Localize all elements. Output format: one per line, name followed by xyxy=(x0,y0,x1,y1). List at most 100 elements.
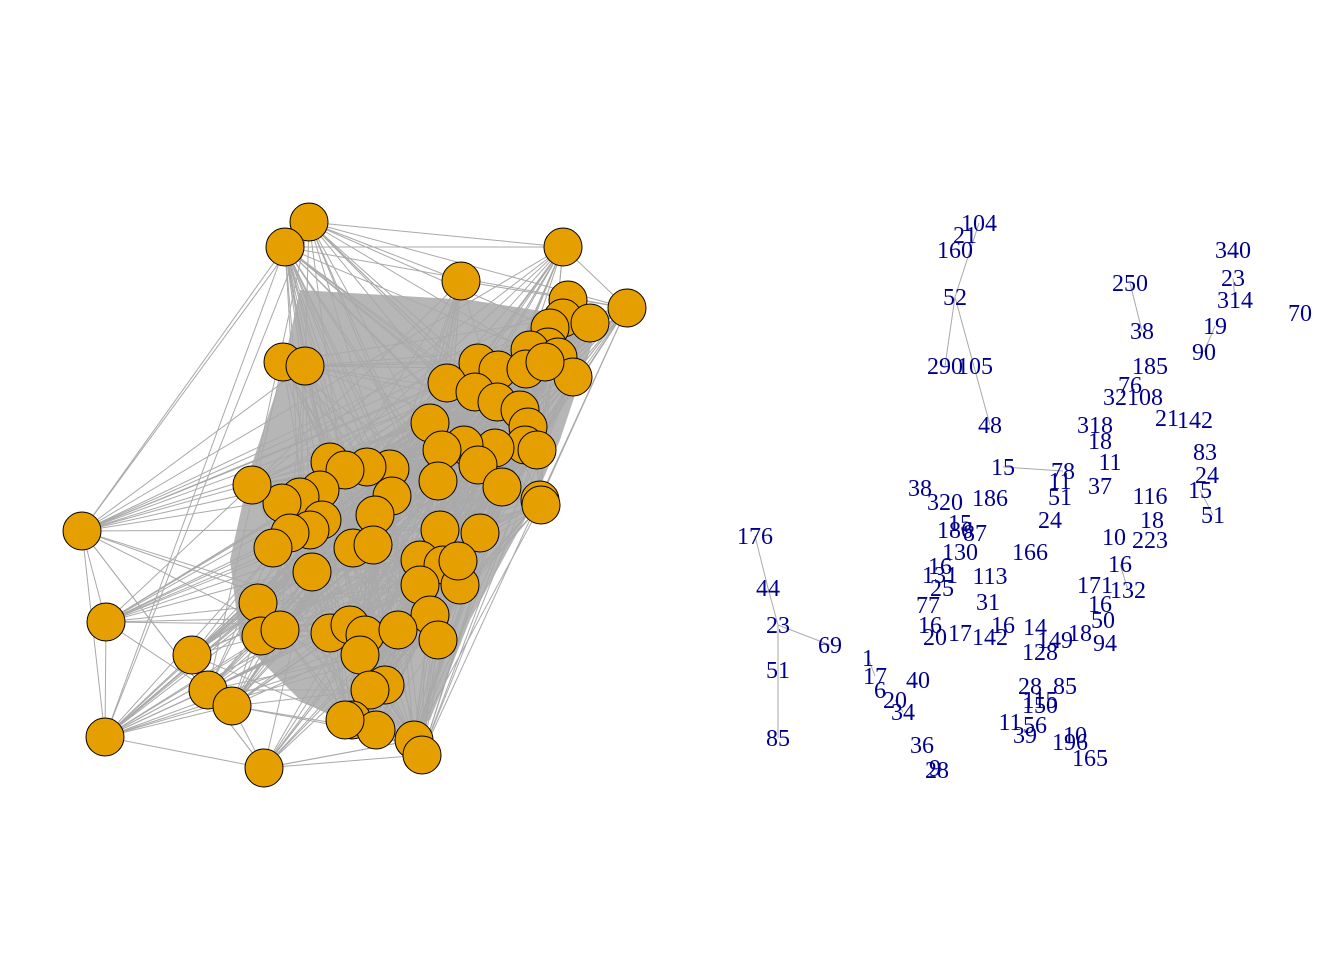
node-label: 31 xyxy=(976,590,1000,616)
edge xyxy=(81,530,265,769)
node-label: 83 xyxy=(1193,440,1217,466)
graph-node xyxy=(62,511,102,551)
node-label: 39 xyxy=(1013,723,1037,749)
node-label: 15 xyxy=(991,455,1015,481)
node-label: 16 xyxy=(1108,552,1132,578)
node-label: 24 xyxy=(1038,508,1062,534)
node-label: 128 xyxy=(1022,640,1058,666)
node-label: 186 xyxy=(937,518,973,544)
graph-node xyxy=(289,202,329,242)
node-label: 16 xyxy=(1088,592,1112,618)
node-label: 23 xyxy=(1221,266,1245,292)
node-label: 131 xyxy=(922,563,958,589)
node-label: 105 xyxy=(957,354,993,380)
graph-node xyxy=(232,465,272,505)
graph-node xyxy=(172,635,212,675)
edge xyxy=(539,307,628,501)
graph-node xyxy=(438,541,478,581)
graph-node xyxy=(441,261,481,301)
node-label: 85 xyxy=(766,726,790,752)
node-label: 16 xyxy=(918,613,942,639)
left-graph-nodes xyxy=(62,202,647,788)
graph-node xyxy=(85,717,125,757)
node-label: 76 xyxy=(1118,373,1142,399)
edge xyxy=(767,587,779,626)
node-label: 94 xyxy=(1093,631,1117,657)
node-label: 132 xyxy=(1110,578,1146,604)
graph-node xyxy=(525,342,565,382)
node-label: 10 xyxy=(1063,723,1087,749)
node-label: 18 xyxy=(1068,621,1092,647)
node-label: 160 xyxy=(937,238,973,264)
graph-node xyxy=(86,602,126,642)
node-label: 171 xyxy=(1077,573,1113,599)
node-label: 108 xyxy=(1127,385,1163,411)
graph-node xyxy=(350,670,390,710)
edge xyxy=(1199,489,1214,516)
node-label: 77 xyxy=(916,593,940,619)
graph-node xyxy=(285,346,325,386)
graph-node xyxy=(244,748,284,788)
node-label: 130 xyxy=(942,540,978,566)
node-label: 28 xyxy=(925,758,949,784)
node-label: 165 xyxy=(1072,746,1108,772)
node-label: 56 xyxy=(1023,713,1047,739)
graph-node xyxy=(260,610,300,650)
node-label: 18 xyxy=(1088,429,1112,455)
node-label: 149 xyxy=(1037,628,1073,654)
node-label: 142 xyxy=(1177,408,1213,434)
edge xyxy=(1002,466,1064,472)
node-label: 90 xyxy=(1192,340,1216,366)
node-label: 11 xyxy=(998,710,1021,736)
edge xyxy=(263,754,423,769)
edge xyxy=(1203,325,1216,353)
node-label: 20 xyxy=(923,625,947,651)
node-label: 87 xyxy=(963,521,987,547)
node-label: 85 xyxy=(1053,674,1077,700)
node-label: 185 xyxy=(1132,354,1168,380)
graph-node xyxy=(340,635,380,675)
node-label: 15 xyxy=(948,511,972,537)
node-label: 115 xyxy=(1022,688,1057,714)
node-label: 116 xyxy=(1132,484,1167,510)
node-label: 36 xyxy=(910,733,934,759)
edge xyxy=(104,705,233,738)
node-label: 320 xyxy=(927,490,963,516)
graph-node xyxy=(570,303,610,343)
edge xyxy=(263,739,415,769)
node-label: 20 xyxy=(883,688,907,714)
node-label: 318 xyxy=(1077,413,1113,439)
node-label: 69 xyxy=(818,633,842,659)
graph-node xyxy=(460,513,500,553)
graph-node xyxy=(253,528,293,568)
graph-node xyxy=(418,461,458,501)
node-label: 150 xyxy=(1022,693,1058,719)
node-label: 21 xyxy=(953,223,977,249)
node-label: 10 xyxy=(1102,525,1126,551)
edge xyxy=(944,296,956,367)
node-label: 78 xyxy=(1051,459,1075,485)
node-label: 16 xyxy=(928,554,952,580)
node-label: 14 xyxy=(1023,615,1047,641)
node-label: 196 xyxy=(1052,730,1088,756)
node-label: 142 xyxy=(972,625,1008,651)
edge xyxy=(104,736,265,769)
edge xyxy=(1129,282,1143,332)
node-label: 19 xyxy=(1203,314,1227,340)
node-label: 11 xyxy=(1048,469,1071,495)
node-label: 176 xyxy=(737,524,773,550)
node-label: 11 xyxy=(1098,450,1121,476)
node-label: 34 xyxy=(891,700,915,726)
node-label: 15 xyxy=(1188,478,1212,504)
edge xyxy=(954,222,980,298)
graph-node xyxy=(378,610,418,650)
node-label: 17 xyxy=(863,664,887,690)
edge xyxy=(81,246,286,532)
node-label: 52 xyxy=(943,285,967,311)
node-label: 223 xyxy=(1132,528,1168,554)
edge xyxy=(754,535,769,589)
node-label: 6 xyxy=(874,678,886,704)
